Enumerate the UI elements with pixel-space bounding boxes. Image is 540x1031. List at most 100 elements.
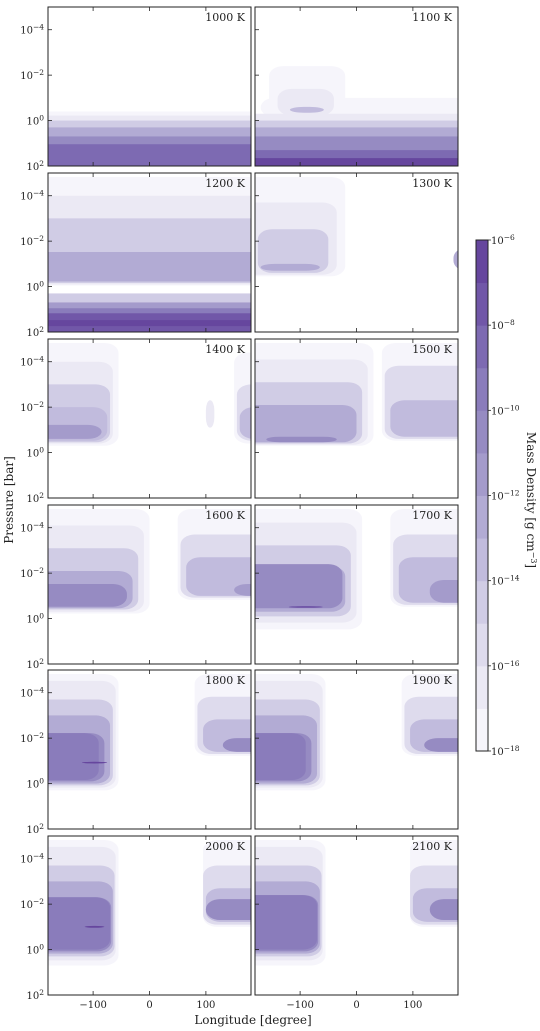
y-tick-label: 102 xyxy=(26,325,44,339)
x-tick-label: −100 xyxy=(286,1000,313,1011)
panel-title: 1800 K xyxy=(205,674,245,687)
contour-region xyxy=(48,733,99,781)
contour-region xyxy=(289,106,324,113)
y-tick-label: 10−2 xyxy=(20,897,44,911)
y-tick-label: 10−2 xyxy=(20,400,44,414)
y-tick-label: 10−2 xyxy=(20,234,44,248)
contour-region xyxy=(255,895,318,950)
panel: 1900 K xyxy=(254,669,459,830)
panel-contours xyxy=(48,670,251,829)
panel-grid: 1000 K 10−4 10−2 100 102 1100 K 1200 K 10−4 10−2… xyxy=(20,6,459,1011)
contour-region xyxy=(234,583,251,596)
y-tick-label: 102 xyxy=(26,159,44,173)
colorbar: 10−6 10−8 10−10 10−12 10−14 10−16 10−18 Mass De… xyxy=(475,233,538,758)
panel-contours xyxy=(255,670,458,829)
colorbar-segment xyxy=(476,708,488,752)
y-tick-label: 102 xyxy=(26,822,44,836)
contour-region xyxy=(266,436,337,443)
contour-region xyxy=(453,250,458,269)
panel: 1000 K 10−4 10−2 100 102 xyxy=(20,6,252,173)
contour-region xyxy=(429,579,458,603)
contour-region xyxy=(81,761,108,764)
panel-title: 2000 K xyxy=(205,840,245,853)
y-tick-label: 10−4 xyxy=(20,686,44,700)
contour-region xyxy=(205,899,251,921)
panel-contours xyxy=(255,836,458,995)
y-tick-label: 10−4 xyxy=(20,355,44,369)
y-tick-label: 100 xyxy=(26,777,44,791)
panel: 1500 K xyxy=(254,338,459,499)
contour-region xyxy=(255,404,357,443)
panel-title: 1100 K xyxy=(412,11,452,24)
colorbar-tick-label: 10−12 xyxy=(491,489,520,503)
panel-contours xyxy=(48,7,251,166)
panel: 1300 K xyxy=(254,172,459,333)
y-tick-label: 102 xyxy=(26,657,44,671)
contour-region xyxy=(48,251,251,282)
y-tick-label: 10−2 xyxy=(20,566,44,580)
contour-band xyxy=(48,320,251,332)
colorbar-segment xyxy=(476,665,488,709)
colorbar-tick-label: 10−16 xyxy=(491,659,520,673)
colorbar-tick-label: 10−8 xyxy=(491,318,515,332)
contour-region xyxy=(257,229,329,273)
panel-title: 1500 K xyxy=(412,343,452,356)
contour-band xyxy=(48,144,251,166)
panel: 1700 K xyxy=(254,504,459,665)
panel-contours xyxy=(255,173,458,332)
colorbar-segment xyxy=(476,580,488,624)
x-tick-label: 0 xyxy=(146,1000,152,1011)
contour-region xyxy=(48,897,111,950)
x-tick-label: 100 xyxy=(403,1000,422,1011)
contour-region xyxy=(84,925,105,928)
contour-region xyxy=(205,400,215,428)
y-tick-label: 10−4 xyxy=(20,852,44,866)
contour-region xyxy=(429,899,458,921)
panel-title: 2100 K xyxy=(412,840,452,853)
y-tick-label: 10−2 xyxy=(20,731,44,745)
y-tick-label: 102 xyxy=(26,988,44,1002)
colorbar-segment xyxy=(476,623,488,667)
contour-region xyxy=(186,557,251,596)
y-tick-label: 10−4 xyxy=(20,521,44,535)
contour-region xyxy=(390,400,458,437)
panel: 1800 K 10−4 10−2 100 102 xyxy=(20,669,252,836)
y-tick-label: 10−4 xyxy=(20,189,44,203)
panel: 1100 K xyxy=(254,6,459,167)
x-tick-label: 100 xyxy=(196,1000,215,1011)
panel-title: 1600 K xyxy=(205,509,245,522)
contour-region xyxy=(48,424,102,439)
panel-contours xyxy=(255,7,458,166)
colorbar-segment xyxy=(476,282,488,326)
colorbar-segment xyxy=(476,325,488,369)
panel: 1200 K 10−4 10−2 100 102 xyxy=(20,172,252,339)
contour-region xyxy=(260,263,320,271)
contour-region xyxy=(424,738,458,752)
panel-title: 1200 K xyxy=(205,177,245,190)
colorbar-tick-label: 10−6 xyxy=(491,233,515,247)
colorbar-segment xyxy=(476,410,488,454)
panel-title: 1700 K xyxy=(412,509,452,522)
colorbar-segment xyxy=(476,538,488,582)
contour-region xyxy=(288,606,323,608)
y-axis-label: Pressure [bar] xyxy=(2,456,16,544)
contour-region xyxy=(255,733,306,781)
panel: 1600 K 10−4 10−2 100 102 xyxy=(20,504,252,671)
panel: 2000 K 10−4 10−2 100 102 −100 0 100 xyxy=(20,835,252,1011)
y-tick-label: 10−4 xyxy=(20,23,44,37)
panel-contours xyxy=(48,339,251,498)
panel-title: 1900 K xyxy=(412,674,452,687)
panel-contours xyxy=(48,173,251,332)
y-tick-label: 100 xyxy=(26,446,44,460)
contour-region xyxy=(255,564,343,609)
panel-contours xyxy=(48,505,251,664)
colorbar-tick-label: 10−10 xyxy=(491,403,520,417)
x-tick-label: 0 xyxy=(353,1000,359,1011)
colorbar-segment xyxy=(476,452,488,496)
colorbar-tick-label: 10−14 xyxy=(491,574,520,588)
colorbar-segment xyxy=(476,367,488,411)
panel-title: 1400 K xyxy=(205,343,245,356)
contour-region xyxy=(222,738,251,752)
colorbar-tick-label: 10−18 xyxy=(491,744,520,758)
panel-contours xyxy=(255,339,458,498)
